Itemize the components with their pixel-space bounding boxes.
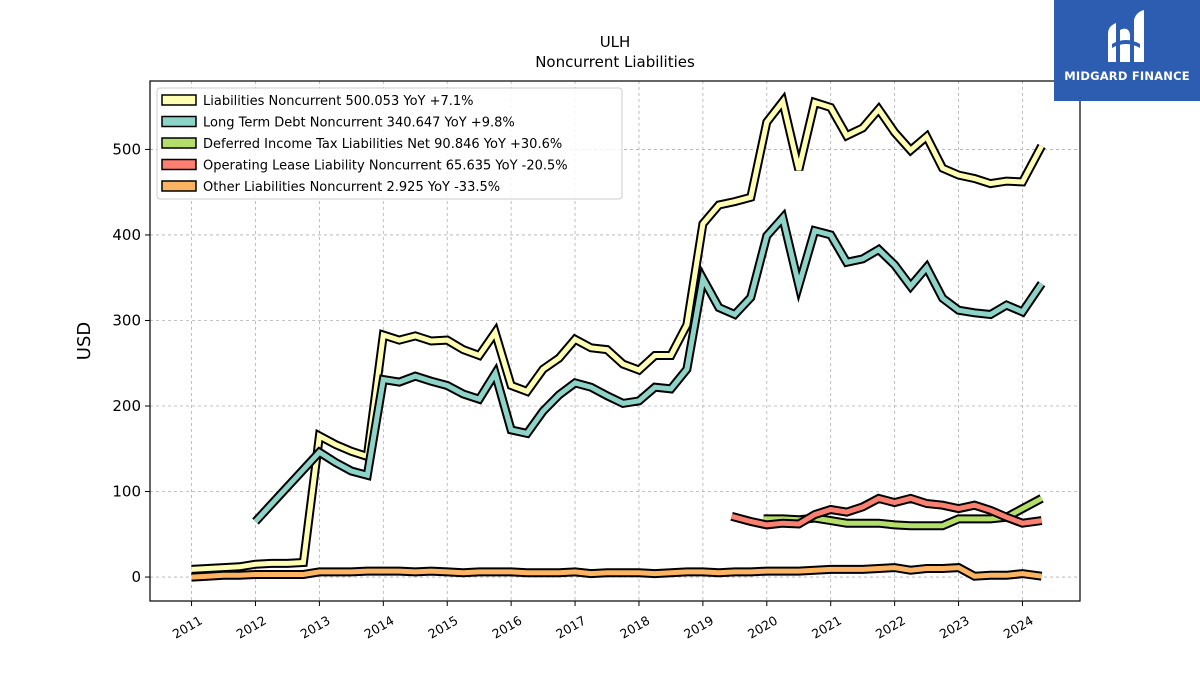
legend-label-2: Deferred Income Tax Liabilities Net 90.8…: [203, 137, 562, 152]
legend: Liabilities Noncurrent 500.053 YoY +7.1%…: [156, 87, 623, 200]
y-tick-label: 0: [131, 568, 141, 586]
y-axis: 0 100 200 300 400 500: [112, 140, 150, 586]
chart-title: ULH: [600, 33, 631, 51]
y-tick-label: 400: [112, 226, 141, 244]
legend-label-0: Liabilities Noncurrent 500.053 YoY +7.1%: [203, 94, 474, 109]
chart-subtitle: Noncurrent Liabilities: [535, 53, 695, 71]
x-tick-label: 2016: [489, 613, 524, 642]
y-axis-label: USD: [74, 322, 95, 360]
legend-label-4: Other Liabilities Noncurrent 2.925 YoY -…: [203, 180, 500, 195]
y-tick-label: 100: [112, 483, 141, 501]
x-tick-label: 2013: [298, 613, 333, 642]
plot-frame: [149, 80, 1081, 602]
legend-label-1: Long Term Debt Noncurrent 340.647 YoY +9…: [203, 116, 515, 131]
x-tick-label: 2018: [617, 613, 652, 642]
brand-name: MIDGARD FINANCE: [1064, 69, 1190, 83]
x-tick-label: 2020: [745, 613, 780, 642]
legend-swatch-1: [161, 115, 197, 128]
x-axis: 2011 2012 2013 2014 2015 2016 2017 2018 2019 2020…: [170, 601, 1036, 642]
x-tick-label: 2019: [681, 613, 716, 642]
x-tick-label: 2012: [234, 613, 269, 642]
y-tick-label: 300: [112, 311, 141, 329]
brand-logo: MIDGARD FINANCE: [1054, 0, 1200, 101]
legend-swatch-2: [161, 137, 197, 149]
legend-label-3: Operating Lease Liability Noncurrent 65.…: [203, 159, 568, 174]
series-layer: [191, 91, 1046, 582]
x-tick-label: 2024: [1001, 613, 1036, 642]
series-line-4: [191, 565, 1042, 580]
legend-swatch-0: [161, 94, 197, 106]
legend-swatch-3: [161, 158, 197, 171]
x-tick-label: 2011: [170, 613, 205, 642]
x-tick-label: 2022: [873, 613, 908, 642]
series-line-0: [191, 95, 1044, 572]
x-tick-label: 2017: [553, 613, 588, 642]
midgard-logo-icon: [1108, 10, 1144, 63]
y-tick-label: 200: [112, 397, 141, 415]
legend-box: [156, 87, 623, 200]
series-outline-1: [252, 208, 1046, 525]
y-tick-label: 500: [112, 140, 141, 158]
x-tick-label: 2023: [937, 613, 972, 642]
series-line-3: [730, 495, 1042, 528]
legend-swatch-4: [161, 180, 197, 192]
x-tick-label: 2014: [362, 613, 397, 642]
x-tick-label: 2021: [809, 613, 844, 642]
x-tick-label: 2015: [425, 613, 460, 642]
series-line-1: [253, 212, 1044, 524]
